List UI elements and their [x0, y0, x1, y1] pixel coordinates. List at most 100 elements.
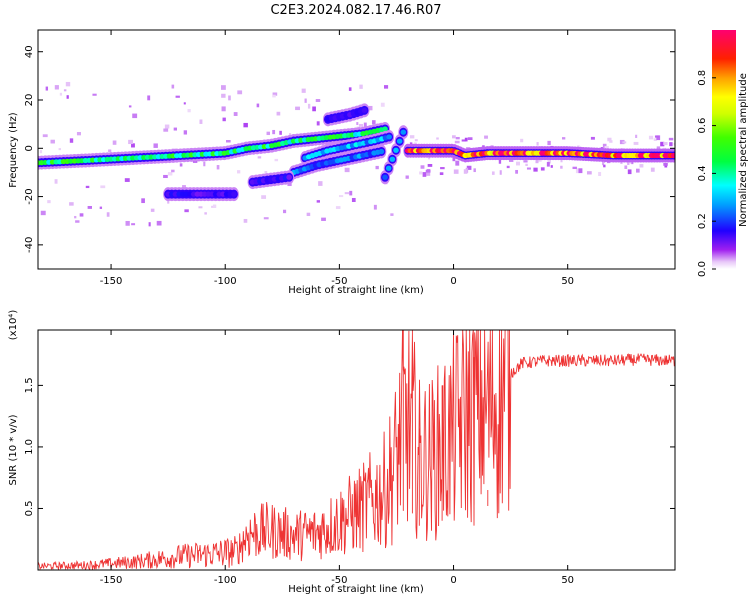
speckle [261, 195, 267, 199]
speckle [629, 161, 633, 164]
speckle [499, 170, 502, 175]
snr-frame [37, 329, 676, 571]
speckle [598, 171, 602, 176]
speckle [112, 140, 117, 145]
y-tick-label: 40 [24, 45, 35, 58]
speckle [92, 93, 97, 96]
y-tick-label: -20 [24, 188, 35, 204]
speckle [221, 106, 226, 112]
speckle [375, 165, 379, 170]
speckle [440, 167, 445, 170]
speckle [454, 140, 460, 144]
speckle [426, 171, 431, 176]
speckle [602, 143, 607, 149]
speckle [607, 137, 612, 142]
speckle [586, 171, 592, 175]
speckle [560, 158, 563, 163]
speckle [221, 93, 226, 98]
speckle [663, 142, 668, 146]
ridge-core [396, 138, 403, 144]
speckle [243, 218, 248, 223]
snr-y-label: SNR (10 * v/v) [8, 414, 19, 485]
speckle [627, 169, 632, 175]
colorbar-tick-label: 0.2 [697, 213, 708, 229]
speckle [237, 90, 243, 95]
x-tick-label: -100 [214, 276, 237, 287]
speckle [428, 157, 431, 160]
speckle [572, 166, 577, 170]
speckle [656, 135, 661, 141]
ridge-core [400, 129, 407, 135]
speckle [639, 164, 644, 168]
speckle [516, 161, 520, 166]
speckle [212, 204, 217, 208]
speckle [419, 171, 423, 175]
speckle [316, 200, 320, 203]
speckle [173, 127, 177, 131]
y-tick-label: 0 [24, 145, 35, 151]
speckle [383, 85, 389, 89]
speckle [45, 86, 49, 91]
speckle [287, 183, 292, 187]
speckle [131, 223, 136, 226]
snr-panel: -150 -100 -50 0 50 0.5 1.0 1.5 Height of strai… [8, 310, 676, 595]
speckle [131, 143, 135, 148]
speckle [279, 130, 282, 135]
ridge-core [389, 156, 396, 162]
speckle [520, 138, 524, 143]
speckle [99, 206, 103, 209]
speckle [653, 138, 657, 141]
figure-title: C2E3.2024.082.17.46.R07 [270, 3, 441, 18]
speckle [40, 210, 46, 216]
speckle [184, 209, 189, 213]
speckle [124, 178, 130, 182]
spectrogram-heat [38, 81, 675, 227]
speckle [163, 128, 169, 132]
speckle [484, 135, 488, 139]
y-tick-label: 0.5 [24, 501, 35, 517]
speckle [536, 158, 542, 162]
speckle [515, 169, 519, 174]
y-tick-label: 20 [24, 94, 35, 107]
speckle [536, 142, 539, 146]
speckle [316, 121, 320, 126]
speckle [199, 119, 203, 124]
speckle [624, 165, 628, 169]
speckle [409, 135, 415, 139]
speckle [405, 175, 409, 179]
speckle [663, 162, 668, 166]
speckle [604, 146, 609, 151]
y-tick-label: 1.5 [24, 377, 35, 393]
speckle [164, 124, 170, 129]
speckle [125, 220, 130, 226]
speckle [171, 169, 175, 173]
ridge-core [231, 191, 237, 197]
snr-y-ticks: 0.5 1.0 1.5 [24, 377, 675, 516]
snr-y-multiplier: (x10⁴) [8, 310, 19, 341]
ridge-core [385, 165, 392, 171]
speckle [167, 200, 170, 204]
speckle [668, 137, 674, 141]
speckle [601, 162, 605, 166]
speckle [633, 141, 639, 145]
speckle [69, 138, 74, 143]
speckle [578, 168, 583, 174]
speckle [562, 137, 566, 140]
speckle [100, 185, 106, 189]
speckle [526, 167, 531, 170]
speckle [560, 165, 563, 169]
speckle [358, 123, 364, 127]
speckle [274, 158, 279, 162]
speckle [654, 135, 659, 138]
speckle [509, 159, 514, 162]
speckle [656, 146, 661, 151]
speckle [338, 195, 344, 198]
speckle [348, 87, 352, 91]
colorbar-label: Normalized spectral amplitude [738, 73, 749, 227]
speckle [76, 131, 81, 136]
speckle [216, 165, 220, 170]
speckle [609, 140, 613, 143]
speckle [66, 95, 69, 99]
ridge-core [361, 107, 368, 113]
